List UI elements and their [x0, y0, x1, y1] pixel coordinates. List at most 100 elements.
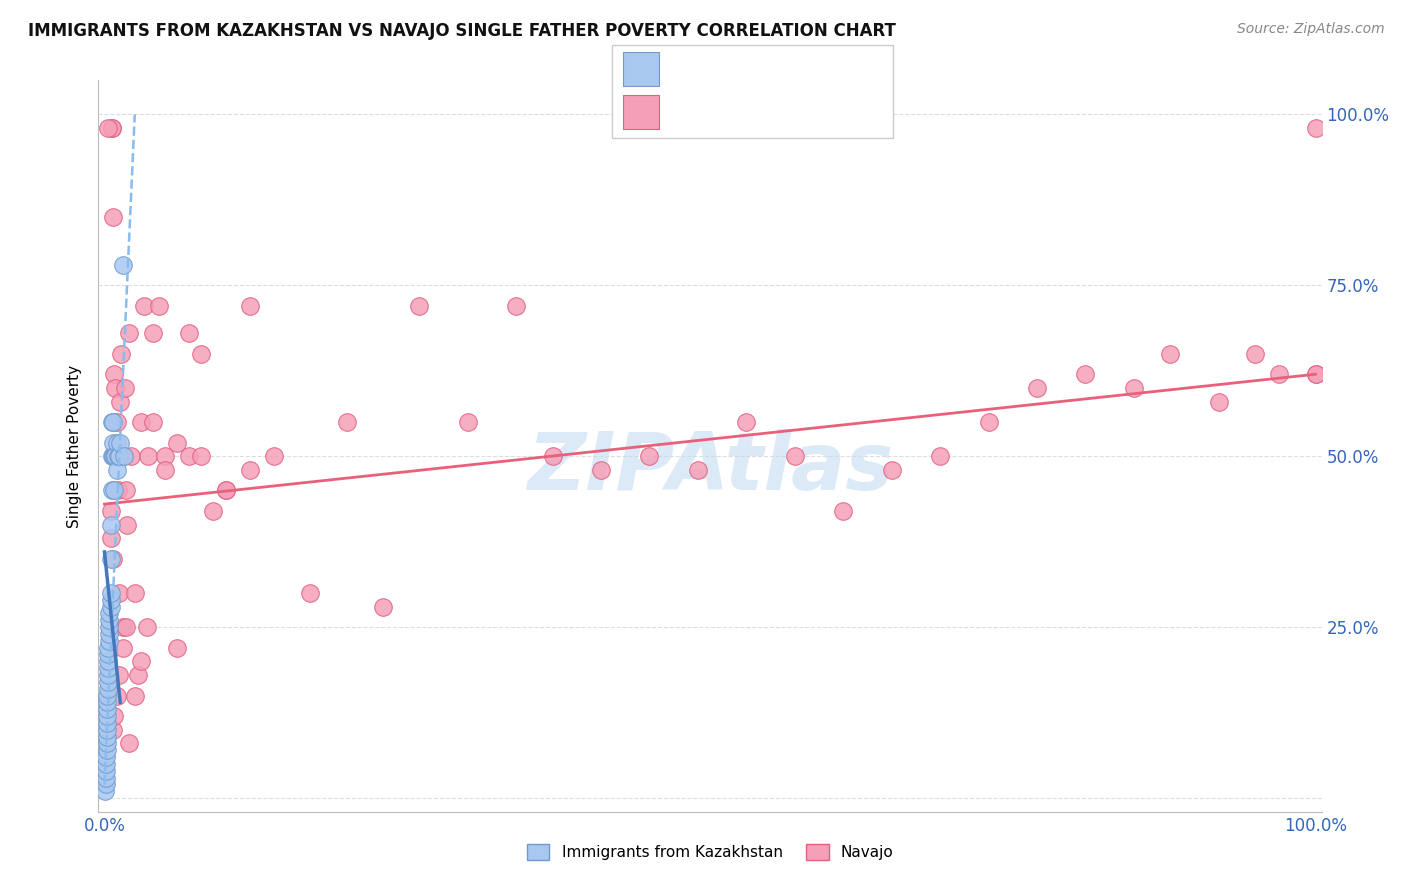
Point — [589, 463, 612, 477]
Point — [100, 449, 122, 463]
Point — [336, 415, 359, 429]
Point — [103, 709, 125, 723]
Point — [111, 258, 134, 272]
Point — [408, 299, 430, 313]
Point — [299, 586, 322, 600]
Point — [686, 463, 709, 477]
Point — [96, 695, 118, 709]
Point — [100, 599, 122, 614]
Point — [457, 415, 479, 429]
Point — [134, 299, 156, 313]
Point — [114, 381, 136, 395]
Point — [108, 586, 131, 600]
Point — [202, 504, 225, 518]
Point — [153, 449, 176, 463]
Point — [98, 627, 121, 641]
Point — [1026, 381, 1049, 395]
Point — [239, 463, 262, 477]
Point — [505, 299, 527, 313]
Text: R =  0.197   N = 48: R = 0.197 N = 48 — [671, 60, 846, 78]
Text: ZIPAtlas: ZIPAtlas — [527, 429, 893, 507]
Point — [97, 674, 120, 689]
Point — [166, 435, 188, 450]
Point — [880, 463, 903, 477]
Point — [1305, 121, 1327, 136]
Point — [118, 326, 141, 341]
Point — [110, 435, 132, 450]
Point — [97, 681, 120, 696]
Point — [94, 771, 117, 785]
Point — [115, 620, 138, 634]
Point — [124, 586, 146, 600]
Point — [111, 620, 134, 634]
Point — [142, 415, 165, 429]
Point — [105, 463, 128, 477]
Point — [94, 777, 117, 791]
Text: IMMIGRANTS FROM KAZAKHSTAN VS NAVAJO SINGLE FATHER POVERTY CORRELATION CHART: IMMIGRANTS FROM KAZAKHSTAN VS NAVAJO SIN… — [28, 22, 896, 40]
Point — [107, 449, 129, 463]
Point — [541, 449, 564, 463]
Point — [105, 415, 128, 429]
Point — [101, 210, 124, 224]
Y-axis label: Single Father Poverty: Single Father Poverty — [66, 365, 82, 527]
Point — [179, 449, 201, 463]
Point — [100, 504, 122, 518]
Point — [110, 347, 132, 361]
Point — [190, 347, 212, 361]
Point — [97, 654, 120, 668]
Point — [108, 668, 131, 682]
Point — [97, 668, 120, 682]
Point — [98, 633, 121, 648]
Point — [98, 607, 121, 621]
Point — [98, 613, 121, 627]
Point — [263, 449, 285, 463]
Point — [832, 504, 855, 518]
Point — [100, 531, 122, 545]
Point — [100, 586, 122, 600]
Point — [105, 435, 128, 450]
Bar — [623, 52, 659, 86]
Point — [115, 483, 138, 498]
Point — [214, 483, 236, 498]
Point — [103, 368, 125, 382]
Point — [1159, 347, 1181, 361]
Point — [104, 381, 127, 395]
Point — [94, 750, 117, 764]
Point — [129, 654, 152, 668]
Point — [101, 415, 124, 429]
Point — [110, 394, 132, 409]
Bar — [623, 95, 659, 129]
Point — [100, 517, 122, 532]
Point — [97, 648, 120, 662]
Point — [96, 736, 118, 750]
Point — [97, 121, 120, 136]
Point — [112, 449, 135, 463]
Point — [111, 640, 134, 655]
Point — [120, 449, 142, 463]
Text: Source: ZipAtlas.com: Source: ZipAtlas.com — [1237, 22, 1385, 37]
Point — [96, 709, 118, 723]
Point — [112, 449, 135, 463]
Legend: Immigrants from Kazakhstan, Navajo: Immigrants from Kazakhstan, Navajo — [520, 838, 900, 866]
Point — [100, 121, 122, 136]
Point — [104, 449, 127, 463]
Point — [1122, 381, 1144, 395]
Point — [100, 483, 122, 498]
Point — [107, 483, 129, 498]
Point — [371, 599, 394, 614]
Point — [638, 449, 661, 463]
Point — [100, 551, 122, 566]
Point — [105, 689, 128, 703]
Point — [127, 668, 149, 682]
Point — [96, 715, 118, 730]
Point — [977, 415, 1000, 429]
Point — [1268, 368, 1291, 382]
Point — [166, 640, 188, 655]
Point — [101, 723, 124, 737]
Point — [101, 449, 124, 463]
Point — [96, 743, 118, 757]
Point — [1208, 394, 1230, 409]
Point — [94, 756, 117, 771]
Point — [142, 326, 165, 341]
Point — [100, 415, 122, 429]
